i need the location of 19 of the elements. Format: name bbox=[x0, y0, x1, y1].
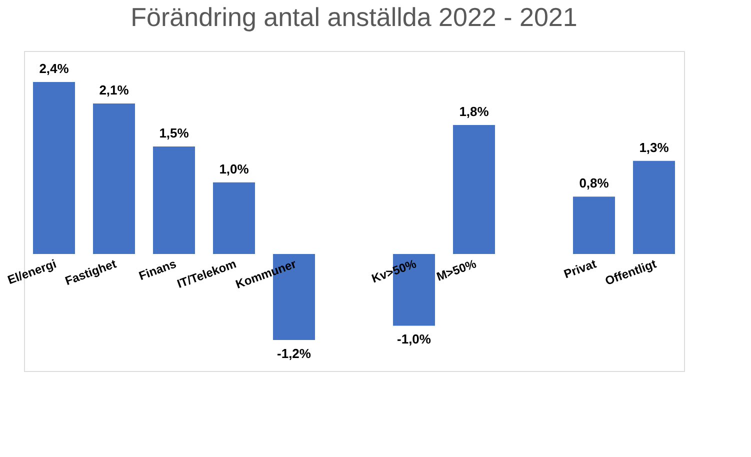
data-label: 2,1% bbox=[99, 82, 130, 98]
bar bbox=[153, 146, 195, 254]
data-label: 1,8% bbox=[459, 104, 490, 119]
data-label: -1,0% bbox=[397, 332, 432, 347]
data-label: 2,4% bbox=[39, 60, 70, 76]
bar bbox=[93, 103, 135, 254]
bar bbox=[213, 182, 255, 254]
bar bbox=[573, 196, 615, 254]
bar bbox=[33, 82, 75, 254]
data-label: 1,3% bbox=[639, 140, 670, 155]
chart-title: Förändring antal anställda 2022 - 2021 bbox=[130, 2, 578, 32]
bar bbox=[453, 124, 495, 254]
bar bbox=[633, 160, 675, 254]
data-label: 1,5% bbox=[159, 125, 190, 140]
x-tick-label: Finans bbox=[136, 256, 178, 284]
data-label: 1,0% bbox=[219, 161, 250, 176]
data-label: -1,2% bbox=[277, 346, 312, 362]
data-label: 0,8% bbox=[579, 176, 610, 191]
x-tick-label: Privat bbox=[562, 256, 598, 282]
